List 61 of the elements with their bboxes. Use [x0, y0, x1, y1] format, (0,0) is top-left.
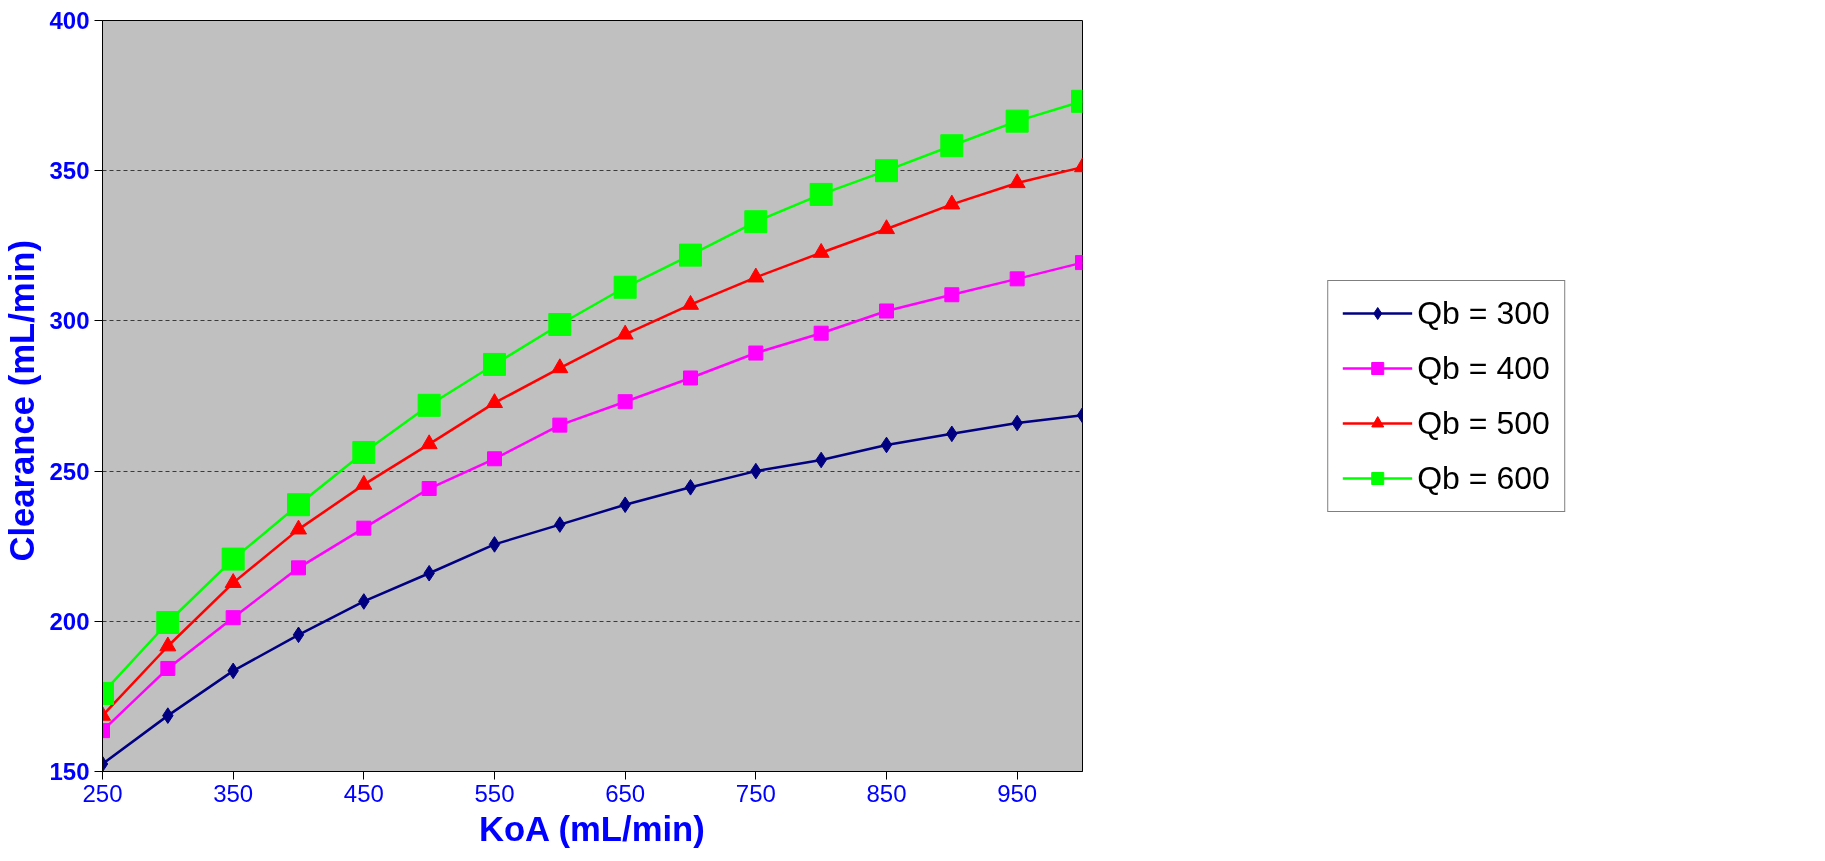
point [613, 275, 637, 299]
point [943, 194, 961, 210]
point [483, 352, 506, 376]
x-tick-label: 950 [997, 779, 1038, 807]
x-tick-label: 450 [343, 779, 384, 807]
point [225, 610, 241, 626]
point [875, 159, 898, 183]
x-tick-label: 750 [735, 779, 776, 807]
point [287, 493, 310, 517]
legend-label: Qb = 400 [1417, 349, 1550, 387]
point [291, 560, 306, 576]
point [683, 370, 698, 386]
point [352, 440, 376, 464]
point [488, 536, 501, 553]
point [879, 303, 894, 319]
point [417, 393, 441, 417]
legend-label: Qb = 600 [1417, 459, 1550, 497]
point [1005, 109, 1029, 133]
point [878, 219, 895, 235]
point [552, 417, 568, 433]
point [616, 324, 634, 340]
point [679, 243, 702, 267]
point [944, 287, 960, 303]
point [487, 451, 502, 467]
x-tick-label: 350 [213, 779, 254, 807]
point [813, 325, 829, 341]
point [1009, 271, 1025, 287]
point [356, 520, 372, 536]
point [292, 626, 305, 644]
point [880, 436, 893, 454]
point [421, 481, 437, 497]
point [554, 516, 566, 533]
point [1008, 173, 1026, 189]
x-tick-label: 650 [605, 779, 646, 807]
point [160, 660, 176, 676]
point [744, 210, 768, 234]
y-tick-label: 400 [49, 7, 90, 34]
legend-label: Qb = 500 [1417, 404, 1550, 442]
point [221, 547, 245, 571]
point [940, 134, 964, 158]
point [548, 313, 572, 336]
legend-label: Qb = 300 [1417, 294, 1550, 332]
point [748, 345, 764, 361]
point [420, 434, 438, 450]
point [162, 707, 174, 724]
point [486, 393, 503, 409]
point [551, 358, 569, 374]
point [684, 479, 697, 496]
x-tick-label: 850 [866, 779, 907, 807]
point [747, 267, 765, 283]
point [156, 611, 180, 634]
x-axis-title: KoA (mL/min) [478, 809, 705, 848]
point [358, 593, 370, 610]
y-tick-label: 300 [49, 307, 90, 335]
y-tick-label: 200 [49, 607, 90, 635]
x-tick-label: 550 [474, 779, 515, 807]
y-axis-title: Clearance (mL/min) [3, 240, 42, 562]
point [809, 182, 833, 206]
point [617, 394, 633, 410]
y-tick-label: 350 [49, 157, 90, 185]
y-tick-label: 250 [49, 457, 90, 485]
